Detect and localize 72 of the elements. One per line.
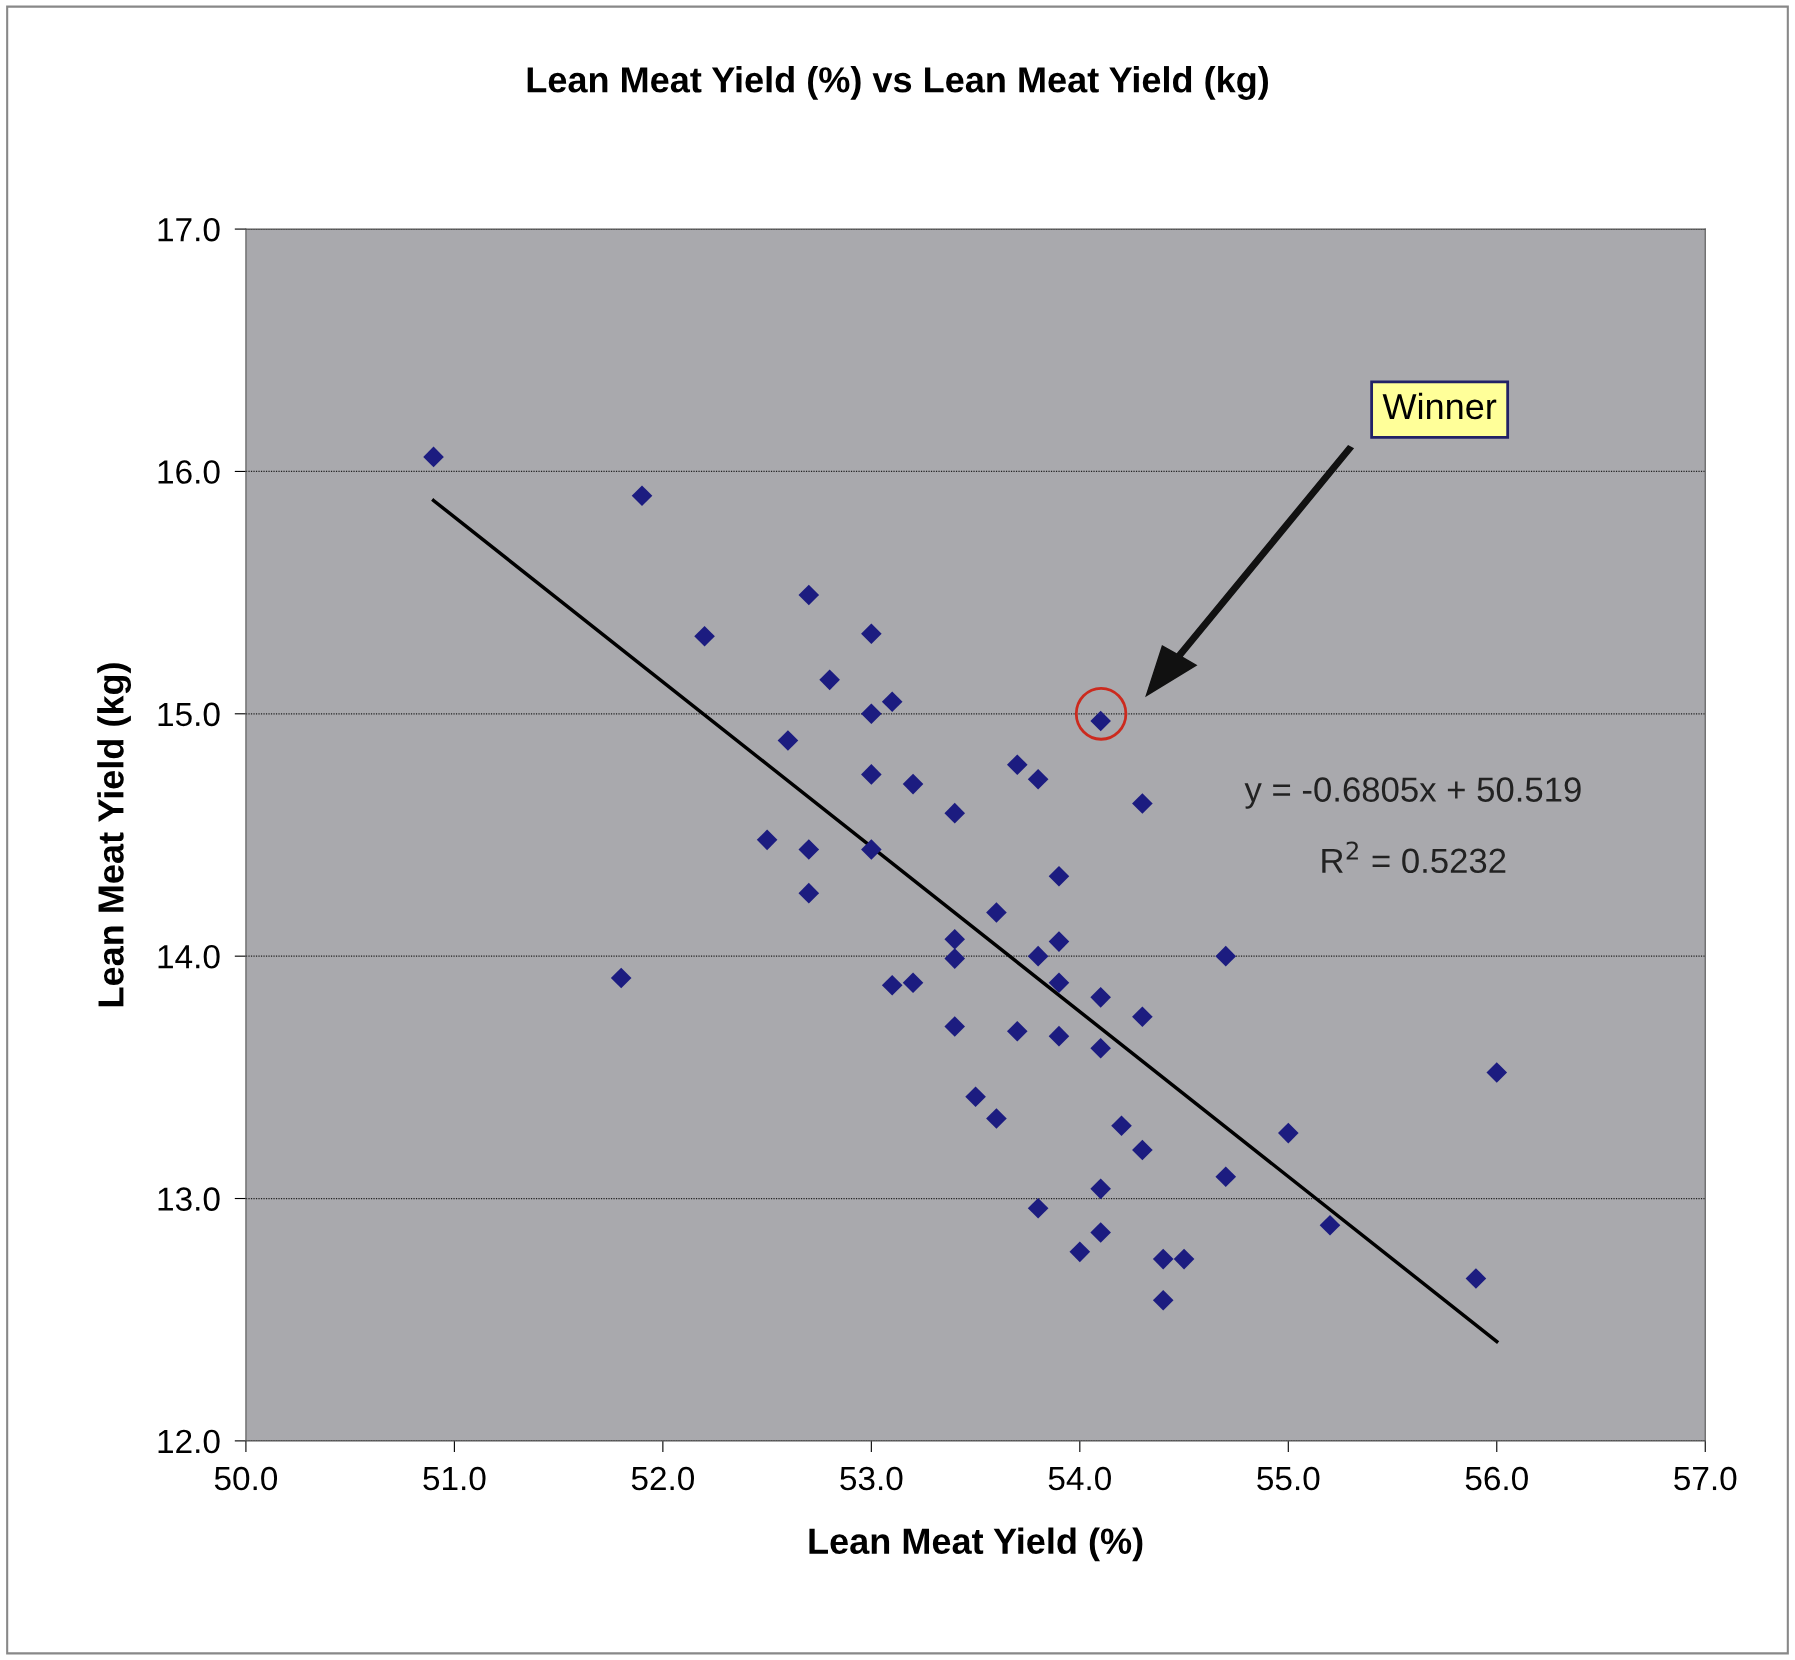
x-axis-title: Lean Meat Yield (%) [809, 1527, 1143, 1562]
y-tick-label: 13.0 [158, 1187, 220, 1211]
point [881, 974, 903, 996]
point [1090, 1178, 1111, 1200]
point [819, 669, 840, 691]
point [1152, 1290, 1174, 1311]
point [944, 1016, 966, 1037]
point [1090, 1037, 1111, 1059]
point [986, 902, 1007, 923]
point [1006, 1020, 1028, 1042]
point [1173, 1248, 1195, 1270]
point [1090, 987, 1111, 1008]
point [1465, 1268, 1487, 1289]
point [610, 967, 632, 989]
point [861, 839, 882, 860]
point [944, 928, 966, 950]
x-tick-label: 53.0 [840, 1466, 903, 1491]
point [694, 625, 715, 647]
point [861, 703, 882, 725]
point [1111, 1115, 1132, 1137]
point [1048, 865, 1070, 887]
point [1132, 1006, 1153, 1028]
annotation: y = -0.6805x + 50.519 [1244, 777, 1581, 809]
point [1006, 754, 1028, 775]
point [1132, 1139, 1153, 1161]
point [1152, 1248, 1174, 1270]
point [1048, 931, 1070, 952]
point [861, 764, 882, 785]
y-tick-label: 15.0 [158, 702, 220, 727]
point [986, 1108, 1007, 1129]
chart-title: Lean Meat Yield (%) vs Lean Meat Yield (kg) [527, 66, 1268, 100]
point [1069, 1241, 1091, 1263]
annotation: R$^{2}$ = 0.5232 [1322, 841, 1506, 874]
point [798, 584, 820, 606]
point [1048, 972, 1070, 994]
y-tick-label: 16.0 [158, 460, 220, 484]
annotation: Winner [1382, 392, 1497, 420]
x-tick-label: 50.0 [214, 1466, 278, 1491]
x-tick-label: 51.0 [423, 1466, 486, 1491]
point [631, 485, 653, 506]
y-tick-label: 17.0 [158, 217, 220, 242]
point [1027, 945, 1049, 967]
point [1319, 1214, 1341, 1236]
point [1048, 1025, 1070, 1047]
y-tick-label: 14.0 [158, 944, 220, 969]
point [1215, 1166, 1237, 1188]
point [881, 691, 903, 712]
point [944, 802, 966, 824]
x-tick-label: 55.0 [1257, 1466, 1320, 1491]
point [902, 972, 924, 994]
point [861, 623, 882, 645]
point [944, 948, 966, 969]
point [777, 730, 799, 751]
x-tick-label: 56.0 [1465, 1466, 1528, 1491]
point [1027, 1197, 1049, 1219]
x-tick-label: 52.0 [631, 1466, 695, 1491]
y-axis-title: Lean Meat Yield (kg) [97, 663, 132, 1007]
point [1278, 1122, 1299, 1144]
point [902, 773, 924, 795]
x-tick-label: 54.0 [1048, 1466, 1111, 1491]
y-tick-label: 12.0 [158, 1429, 220, 1454]
point [756, 829, 778, 851]
x-tick-label: 57.0 [1674, 1466, 1737, 1491]
point [1090, 1222, 1111, 1243]
point [798, 882, 820, 904]
point [965, 1086, 986, 1108]
point [1215, 945, 1237, 967]
point [1027, 768, 1049, 790]
point [1486, 1062, 1508, 1083]
point [798, 839, 820, 860]
point [423, 446, 444, 468]
point [1132, 793, 1153, 814]
